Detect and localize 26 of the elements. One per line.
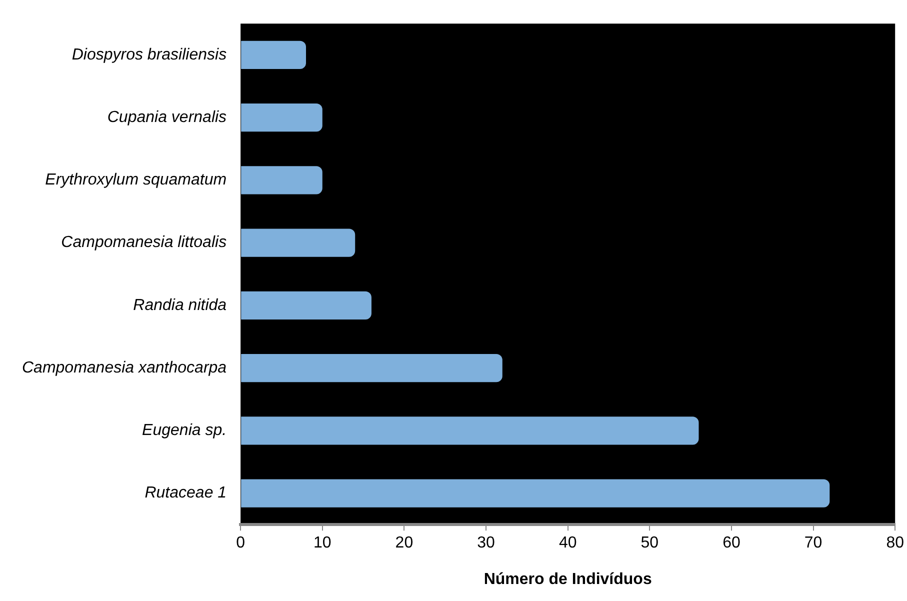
y-tick-label: Campomanesia littoalis	[61, 234, 227, 252]
bar	[241, 166, 322, 194]
bar	[241, 354, 502, 382]
y-tick-label: Erythroxylum squamatum	[45, 172, 227, 189]
x-tick-label: 80	[886, 534, 904, 552]
x-tick-label: 70	[804, 534, 822, 552]
x-tick-label: 50	[640, 534, 659, 552]
y-tick-label: Rutaceae 1	[144, 484, 227, 502]
y-tick-label: Diospyros brasiliensis	[72, 46, 227, 64]
x-axis-title: Número de Indivíduos	[484, 570, 652, 588]
y-tick-label: Cupania vernalis	[107, 108, 227, 126]
bar	[241, 291, 372, 320]
bar	[241, 40, 306, 70]
bar	[241, 228, 356, 257]
bar	[241, 416, 699, 445]
y-tick-label: Campomanesia xanthocarpa	[22, 359, 227, 376]
x-tick-label: 0	[236, 534, 246, 552]
bar	[241, 479, 830, 508]
x-tick-label: 30	[477, 534, 496, 552]
x-tick-label: 20	[395, 534, 414, 552]
y-tick-label: Eugenia sp.	[142, 422, 227, 440]
x-tick-label: 10	[313, 534, 332, 552]
y-tick-label: Randia nitida	[133, 296, 227, 314]
x-tick-label: 60	[722, 534, 740, 552]
bar	[241, 103, 322, 132]
x-tick-label: 40	[558, 534, 577, 552]
